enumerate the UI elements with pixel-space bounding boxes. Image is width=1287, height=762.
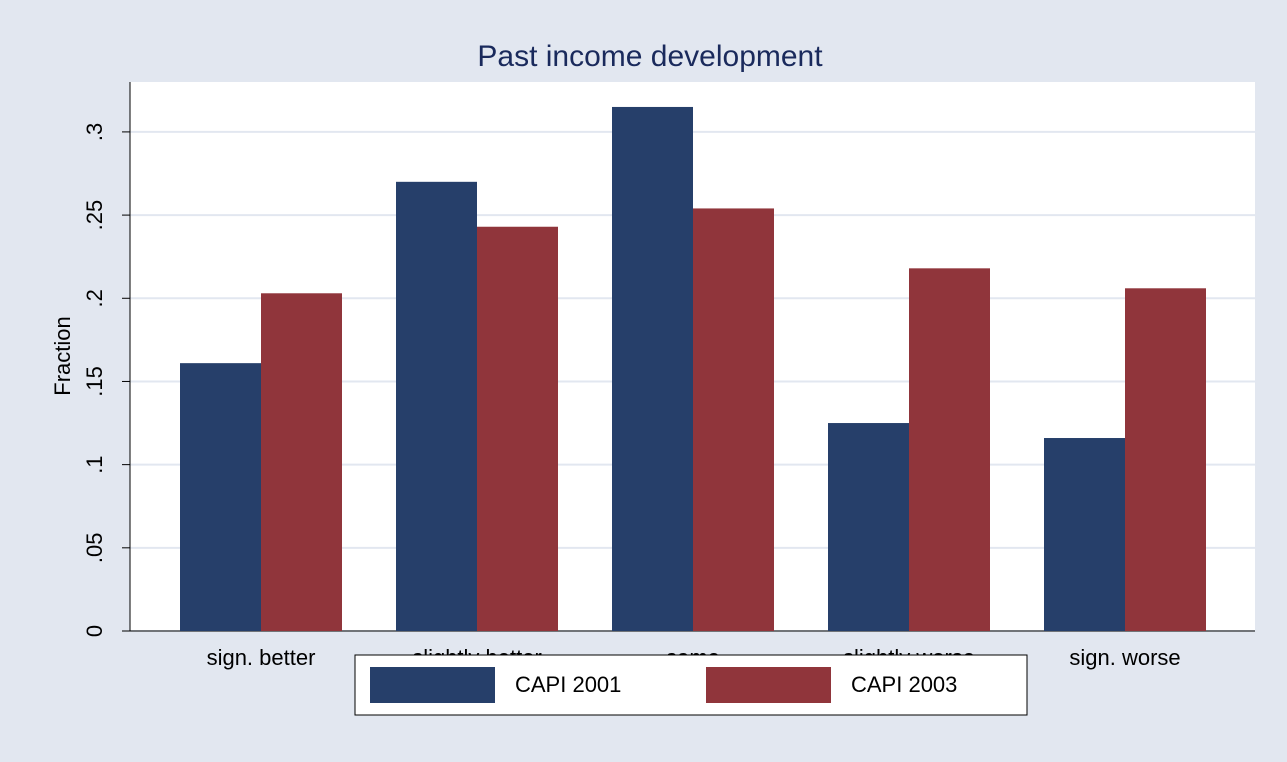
y-axis-label: Fraction <box>50 316 75 395</box>
bar <box>1125 288 1206 631</box>
bar <box>612 106 693 632</box>
legend-swatch <box>370 667 495 703</box>
bar <box>396 181 477 631</box>
y-tick-label: .05 <box>82 533 107 564</box>
chart-title: Past income development <box>477 40 823 73</box>
y-tick-label: .1 <box>82 455 107 473</box>
bar <box>261 293 342 631</box>
x-tick-label: sign. better <box>207 645 316 670</box>
legend-label: CAPI 2001 <box>515 672 621 697</box>
legend-swatch <box>706 667 831 703</box>
x-tick-label: sign. worse <box>1069 645 1180 670</box>
y-tick-label: .2 <box>82 289 107 307</box>
bar <box>693 208 774 631</box>
bar <box>828 423 909 631</box>
y-tick-label: .15 <box>82 366 107 397</box>
bar <box>1044 438 1125 631</box>
legend-label: CAPI 2003 <box>851 672 957 697</box>
bar <box>477 226 558 631</box>
y-tick-label: .25 <box>82 200 107 231</box>
y-tick-label: .3 <box>82 123 107 141</box>
y-tick-label: 0 <box>82 625 107 637</box>
bar <box>909 268 990 631</box>
bar <box>180 363 261 631</box>
